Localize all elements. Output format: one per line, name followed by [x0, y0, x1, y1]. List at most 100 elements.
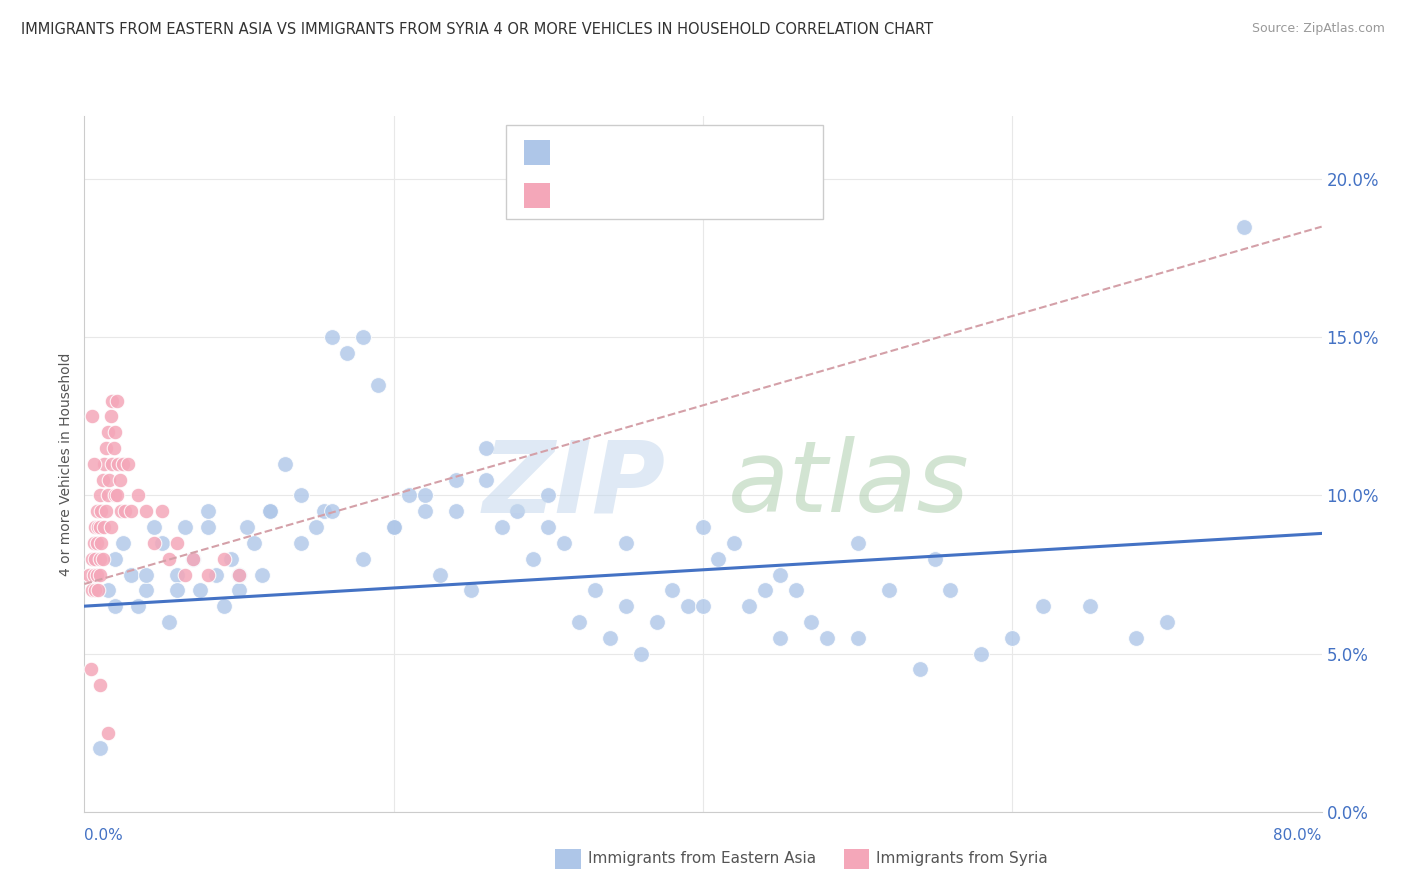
Point: [91, 551, 114, 566]
Point: [104, 599, 127, 614]
Point: [259, 504, 281, 518]
Point: [89, 678, 111, 692]
Text: 0.091: 0.091: [600, 145, 657, 162]
Point: [321, 504, 343, 518]
Point: [1156, 615, 1178, 629]
Point: [707, 551, 730, 566]
Point: [83, 567, 105, 582]
Point: [97, 725, 120, 739]
Point: [89, 520, 111, 534]
Point: [537, 488, 560, 502]
Point: [398, 488, 420, 502]
Point: [86, 504, 108, 518]
Text: N =: N =: [652, 187, 704, 205]
Point: [110, 504, 132, 518]
Point: [444, 473, 467, 487]
Point: [413, 488, 436, 502]
Text: Immigrants from Syria: Immigrants from Syria: [876, 851, 1047, 865]
Point: [82, 583, 104, 598]
Point: [769, 631, 792, 645]
Point: [98, 473, 121, 487]
Point: [181, 551, 204, 566]
Point: [135, 583, 157, 598]
Point: [908, 662, 931, 676]
Point: [84, 583, 107, 598]
Point: [159, 551, 181, 566]
Point: [97, 583, 120, 598]
Point: [101, 457, 124, 471]
Point: [382, 520, 405, 534]
Point: [93, 520, 115, 534]
Point: [846, 536, 869, 550]
Point: [290, 488, 312, 502]
Point: [174, 520, 197, 534]
Point: [645, 615, 668, 629]
Point: [305, 520, 328, 534]
Point: [117, 457, 139, 471]
Point: [89, 551, 111, 566]
Point: [212, 551, 235, 566]
Point: [87, 583, 110, 598]
Point: [475, 473, 498, 487]
Point: [128, 488, 150, 502]
Text: ZIP: ZIP: [482, 436, 666, 533]
Point: [800, 615, 823, 629]
Point: [188, 583, 212, 598]
Text: 60: 60: [711, 187, 737, 205]
Point: [135, 567, 157, 582]
Point: [143, 536, 166, 550]
Text: 0.0%: 0.0%: [84, 828, 124, 843]
Point: [104, 551, 127, 566]
Point: [103, 441, 125, 455]
Point: [506, 504, 529, 518]
Point: [846, 631, 869, 645]
Point: [1125, 631, 1147, 645]
Point: [252, 567, 274, 582]
Point: [460, 583, 482, 598]
Point: [84, 551, 107, 566]
Y-axis label: 4 or more Vehicles in Household: 4 or more Vehicles in Household: [59, 352, 73, 575]
Point: [1233, 219, 1256, 234]
Point: [382, 520, 405, 534]
Point: [738, 599, 761, 614]
Point: [112, 457, 135, 471]
Point: [104, 488, 127, 502]
Point: [723, 536, 745, 550]
Point: [166, 536, 188, 550]
Point: [336, 346, 359, 360]
Point: [429, 567, 451, 582]
Point: [1078, 599, 1101, 614]
Point: [221, 551, 243, 566]
Text: atlas: atlas: [728, 436, 969, 533]
Point: [475, 441, 498, 455]
Text: R =: R =: [561, 187, 600, 205]
Point: [135, 504, 157, 518]
Point: [815, 631, 838, 645]
Point: [108, 473, 131, 487]
Point: [101, 393, 124, 408]
Point: [614, 599, 637, 614]
Point: [1032, 599, 1054, 614]
Text: R =: R =: [561, 145, 600, 162]
Point: [82, 551, 104, 566]
Point: [181, 551, 204, 566]
Point: [79, 662, 101, 676]
Point: [91, 473, 114, 487]
Point: [661, 583, 683, 598]
Point: [970, 647, 993, 661]
Point: [692, 520, 714, 534]
Point: [94, 504, 117, 518]
Text: 80.0%: 80.0%: [1274, 828, 1322, 843]
Point: [89, 488, 111, 502]
Point: [939, 583, 962, 598]
Point: [290, 536, 312, 550]
Point: [86, 567, 108, 582]
Point: [100, 409, 122, 424]
Point: [97, 488, 120, 502]
Point: [228, 567, 250, 582]
Text: 90: 90: [711, 145, 737, 162]
Point: [87, 520, 110, 534]
Point: [150, 504, 173, 518]
Point: [90, 536, 112, 550]
Point: [86, 536, 108, 550]
